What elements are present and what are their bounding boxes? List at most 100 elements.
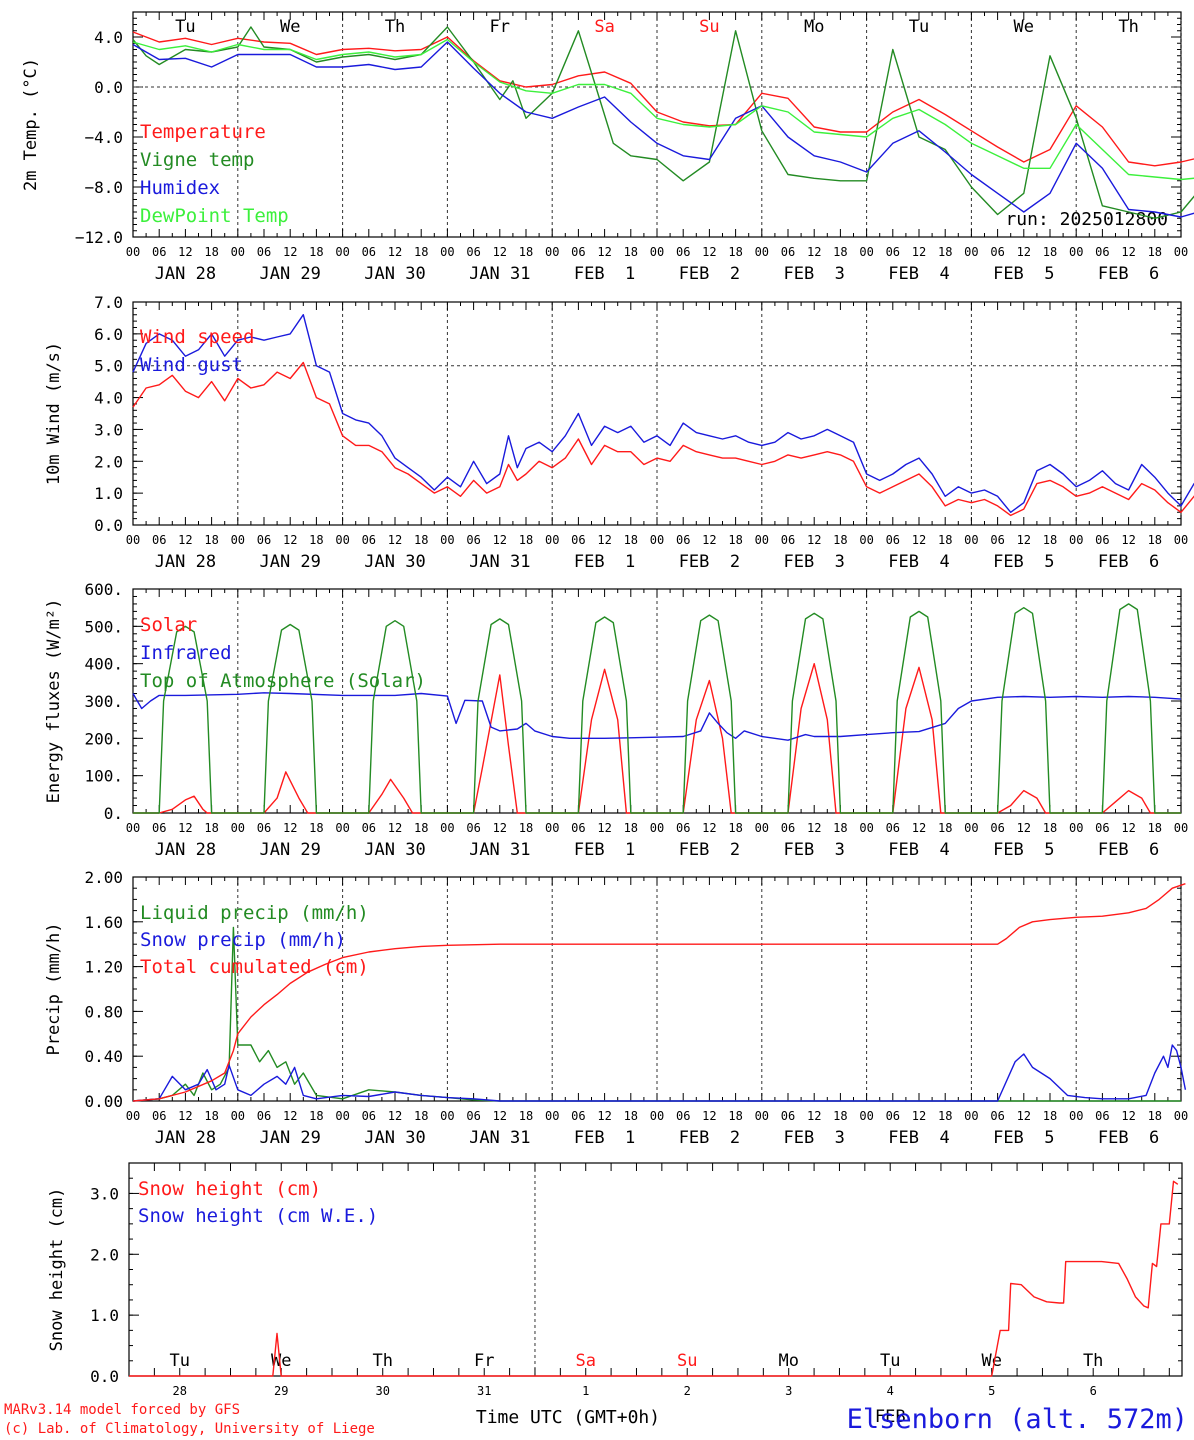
energy-hour-label: 12	[388, 821, 402, 835]
precip-date-label: FEB 5	[993, 1128, 1054, 1148]
energy-hour-label: 06	[886, 821, 900, 835]
wind-hour-label: 00	[335, 533, 349, 547]
temperature-hour-label: 18	[1043, 245, 1057, 259]
precip-hour-label: 12	[178, 1109, 192, 1123]
energy-hour-label: 18	[1148, 821, 1162, 835]
wind-hour-label: 12	[1017, 533, 1031, 547]
energy-y-tick-label: 200.	[84, 729, 123, 748]
energy-hour-label: 00	[755, 821, 769, 835]
energy-hour-label: 12	[702, 821, 716, 835]
temperature-hour-label: 18	[309, 245, 323, 259]
station-label: Elsenborn (alt. 572m)	[847, 1404, 1188, 1435]
wind-y-axis-label: 10m Wind (m/s)	[44, 342, 64, 485]
precip-hour-label: 00	[650, 1109, 664, 1123]
day-name-label: Sa	[594, 17, 614, 37]
precip-hour-label: 18	[414, 1109, 428, 1123]
snow-day-name-label: Fr	[474, 1351, 494, 1371]
temperature-hour-label: 06	[1095, 245, 1109, 259]
energy-date-label: JAN 31	[469, 840, 530, 860]
wind-hour-label: 00	[440, 533, 454, 547]
wind-hour-label: 06	[152, 533, 166, 547]
wind-plot-frame	[132, 301, 1182, 526]
energy-hour-label: 00	[126, 821, 140, 835]
precip-hour-label: 18	[1148, 1109, 1162, 1123]
wind-hour-label: 00	[231, 533, 245, 547]
wind-hour-label: 18	[309, 533, 323, 547]
energy-hour-label: 12	[912, 821, 926, 835]
precip-y-axis-label: Precip (mm/h)	[44, 922, 64, 1055]
energy-hour-label: 06	[676, 821, 690, 835]
energy-date-label: FEB 2	[679, 840, 740, 860]
snow-day-name-label: Mo	[778, 1351, 798, 1371]
snow-day-number-label: 5	[988, 1384, 995, 1398]
snow-y-tick-label: 3.0	[90, 1184, 119, 1203]
precip-date-label: FEB 3	[783, 1128, 844, 1148]
energy-hour-label: 12	[283, 821, 297, 835]
temperature-date-label: FEB 2	[679, 264, 740, 284]
energy-hour-label: 18	[833, 821, 847, 835]
precip-hour-label: 12	[597, 1109, 611, 1123]
snow-day-name-label: Sa	[575, 1351, 595, 1371]
wind-date-label: FEB 5	[993, 552, 1054, 572]
snow-day-name-label: Tu	[170, 1351, 190, 1371]
day-name-label: Su	[699, 17, 719, 37]
temperature-hour-label: 06	[990, 245, 1004, 259]
temperature-hour-label: 06	[571, 245, 585, 259]
precip-date-label: FEB 4	[888, 1128, 949, 1148]
temperature-hour-label: 00	[859, 245, 873, 259]
wind-date-label: FEB 4	[888, 552, 949, 572]
energy-hour-label: 18	[624, 821, 638, 835]
snow-y-tick-label: 1.0	[90, 1306, 119, 1325]
wind-y-tick-label: 3.0	[94, 420, 123, 439]
wind-y-tick-label: 5.0	[94, 357, 123, 376]
temperature-hour-label: 00	[335, 245, 349, 259]
temperature-hour-label: 18	[728, 245, 742, 259]
wind-hour-label: 12	[388, 533, 402, 547]
energy-hour-label: 00	[1069, 821, 1083, 835]
temperature-hour-label: 12	[283, 245, 297, 259]
temperature-hour-label: 12	[702, 245, 716, 259]
precip-hour-label: 06	[257, 1109, 271, 1123]
energy-hour-label: 06	[257, 821, 271, 835]
temperature-hour-label: 12	[912, 245, 926, 259]
temperature-hour-label: 12	[493, 245, 507, 259]
energy-date-label: JAN 29	[259, 840, 320, 860]
precip-hour-label: 00	[126, 1109, 140, 1123]
temperature-hour-label: 00	[755, 245, 769, 259]
energy-hour-label: 06	[1095, 821, 1109, 835]
energy-hour-label: 18	[204, 821, 218, 835]
energy-hour-label: 06	[362, 821, 376, 835]
temperature-legend-entry: Temperature	[140, 121, 266, 143]
snow-day-number-label: 28	[173, 1384, 187, 1398]
snow-day-number-label: 4	[887, 1384, 894, 1398]
snow-y-tick-label: 0.0	[90, 1367, 119, 1386]
snow-day-name-label: Tu	[880, 1351, 900, 1371]
temperature-date-label: JAN 29	[259, 264, 320, 284]
wind-hour-label: 12	[807, 533, 821, 547]
energy-y-tick-label: 400.	[84, 655, 123, 674]
energy-hour-label: 12	[807, 821, 821, 835]
energy-y-tick-label: 0.	[104, 804, 123, 823]
temperature-series-temperature	[132, 31, 1194, 167]
precip-date-label: FEB 1	[574, 1128, 635, 1148]
precip-legend-entry: Snow precip (mm/h)	[140, 929, 346, 951]
temperature-hour-label: 18	[833, 245, 847, 259]
temperature-date-label: JAN 28	[155, 264, 216, 284]
temperature-hour-label: 06	[152, 245, 166, 259]
wind-legend-entry: Wind speed	[140, 326, 254, 348]
wind-hour-label: 06	[466, 533, 480, 547]
wind-series-wind-speed	[132, 361, 1194, 517]
temperature-hour-label: 00	[650, 245, 664, 259]
precip-y-tick-label: 1.60	[84, 913, 123, 932]
energy-y-axis-label: Energy fluxes (W/m²)	[44, 599, 64, 804]
energy-hour-label: 00	[650, 821, 664, 835]
precip-hour-label: 12	[283, 1109, 297, 1123]
energy-hour-label: 18	[938, 821, 952, 835]
temperature-y-tick-label: −8.0	[84, 178, 123, 197]
wind-y-tick-label: 1.0	[94, 484, 123, 503]
temperature-hour-label: 00	[231, 245, 245, 259]
precip-y-tick-label: 2.00	[84, 868, 123, 887]
wind-hour-label: 12	[1121, 533, 1135, 547]
energy-hour-label: 12	[1121, 821, 1135, 835]
precip-hour-label: 00	[755, 1109, 769, 1123]
